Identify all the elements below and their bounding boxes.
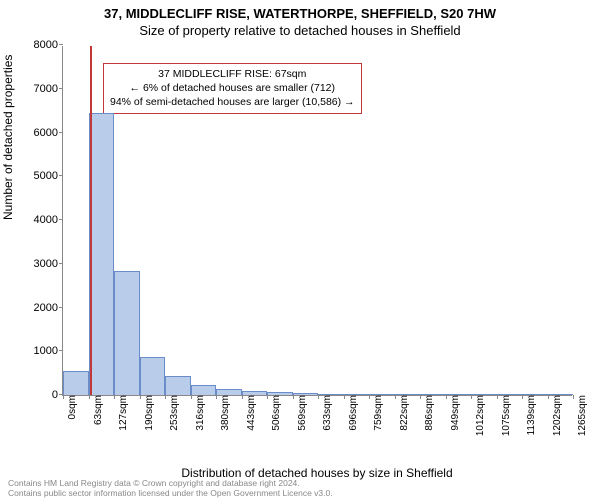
- x-tick-label: 190sqm: [140, 395, 155, 431]
- y-tick-label: 8000: [34, 39, 63, 51]
- y-tick-mark: [59, 132, 63, 133]
- histogram-bar: [522, 394, 548, 395]
- y-tick-label: 7000: [34, 83, 63, 95]
- histogram-bar: [63, 371, 89, 396]
- attribution-text: Contains HM Land Registry data © Crown c…: [8, 478, 333, 498]
- histogram-bar: [446, 394, 472, 395]
- y-tick-mark: [59, 175, 63, 176]
- x-tick-label: 886sqm: [420, 395, 435, 431]
- x-tick-label: 569sqm: [293, 395, 308, 431]
- histogram-bar: [548, 394, 574, 395]
- y-tick-mark: [59, 44, 63, 45]
- histogram-bar: [216, 389, 242, 395]
- x-tick-label: 380sqm: [216, 395, 231, 431]
- histogram-bar: [471, 394, 497, 395]
- y-tick-label: 0: [52, 389, 63, 401]
- x-tick-label: 506sqm: [267, 395, 282, 431]
- y-tick-label: 6000: [34, 127, 63, 139]
- histogram-bar: [344, 394, 370, 395]
- histogram-bar: [114, 271, 140, 395]
- attribution-line1: Contains HM Land Registry data © Crown c…: [8, 478, 333, 488]
- annotation-line1: 37 MIDDLECLIFF RISE: 67sqm: [110, 67, 355, 81]
- histogram-bar: [318, 394, 344, 395]
- x-tick-label: 1265sqm: [573, 395, 588, 436]
- histogram-bar: [140, 357, 166, 396]
- histogram-bar: [420, 394, 446, 395]
- x-tick-label: 0sqm: [63, 395, 78, 419]
- histogram-bar: [165, 376, 191, 395]
- chart-container: 37, MIDDLECLIFF RISE, WATERTHORPE, SHEFF…: [0, 0, 600, 500]
- x-tick-label: 1075sqm: [497, 395, 512, 436]
- x-tick-label: 949sqm: [446, 395, 461, 431]
- histogram-bar: [497, 394, 523, 395]
- x-tick-label: 1139sqm: [522, 395, 537, 435]
- chart-title-line1: 37, MIDDLECLIFF RISE, WATERTHORPE, SHEFF…: [0, 6, 600, 21]
- histogram-bar: [191, 385, 217, 395]
- attribution-line2: Contains public sector information licen…: [8, 488, 333, 498]
- y-tick-mark: [59, 263, 63, 264]
- histogram-bar: [395, 394, 421, 395]
- x-tick-label: 63sqm: [89, 395, 104, 425]
- x-tick-label: 443sqm: [242, 395, 257, 431]
- y-tick-label: 5000: [34, 170, 63, 182]
- annotation-line3: 94% of semi-detached houses are larger (…: [110, 95, 355, 109]
- x-tick-label: 633sqm: [318, 395, 333, 431]
- histogram-bar: [293, 393, 319, 395]
- histogram-bar: [267, 392, 293, 395]
- histogram-bar: [89, 113, 115, 395]
- y-tick-mark: [59, 307, 63, 308]
- x-tick-label: 822sqm: [395, 395, 410, 431]
- y-tick-label: 3000: [34, 258, 63, 270]
- x-tick-label: 253sqm: [165, 395, 180, 431]
- x-tick-label: 1202sqm: [548, 395, 563, 436]
- y-axis-label: Number of detached properties: [1, 55, 15, 220]
- x-tick-label: 696sqm: [344, 395, 359, 431]
- chart-title-line2: Size of property relative to detached ho…: [0, 23, 600, 38]
- y-tick-label: 4000: [34, 214, 63, 226]
- x-tick-label: 759sqm: [369, 395, 384, 431]
- histogram-bar: [369, 394, 395, 395]
- plot-area: 37 MIDDLECLIFF RISE: 67sqm ← 6% of detac…: [62, 46, 572, 396]
- x-tick-label: 316sqm: [191, 395, 206, 431]
- y-tick-label: 1000: [34, 345, 63, 357]
- histogram-bar: [242, 391, 268, 395]
- x-tick-label: 1012sqm: [471, 395, 486, 436]
- annotation-line2: ← 6% of detached houses are smaller (712…: [110, 81, 355, 95]
- y-tick-mark: [59, 350, 63, 351]
- y-tick-mark: [59, 219, 63, 220]
- marker-line: [90, 46, 92, 395]
- y-tick-mark: [59, 88, 63, 89]
- x-tick-label: 127sqm: [114, 395, 129, 431]
- y-tick-label: 2000: [34, 302, 63, 314]
- annotation-box: 37 MIDDLECLIFF RISE: 67sqm ← 6% of detac…: [103, 63, 362, 114]
